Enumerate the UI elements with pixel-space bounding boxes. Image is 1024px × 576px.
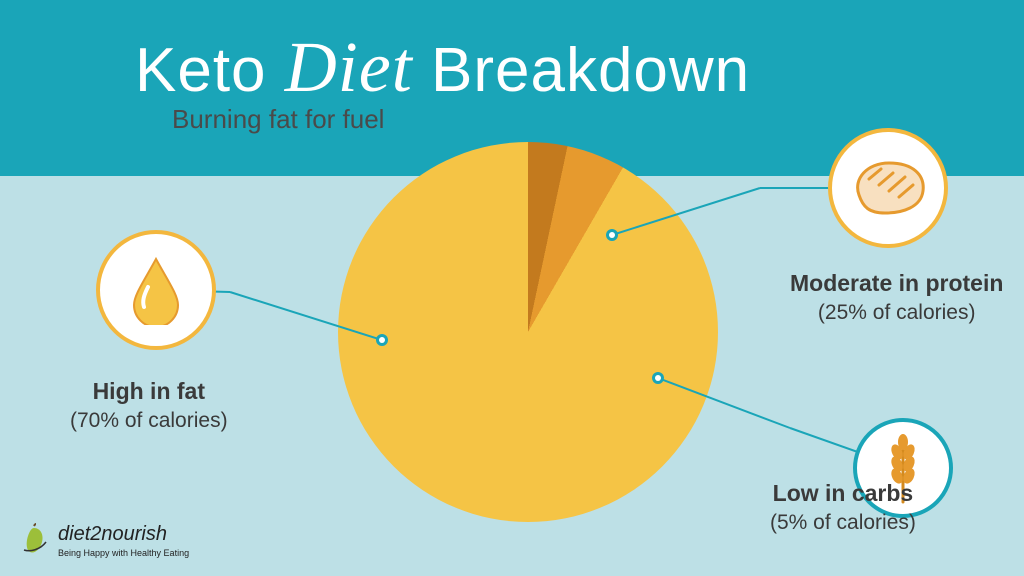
title-word-1: Keto [135,36,267,105]
logo-tagline: Being Happy with Healthy Eating [58,548,189,558]
logo-name: diet2nourish [58,523,189,546]
title-word-3: Breakdown [431,36,750,105]
infographic-canvas: Keto Diet Breakdown Burning fat for fuel… [0,0,1024,576]
carbs-label-sub: (5% of calories) [770,511,916,535]
steak-icon [845,155,931,221]
subtitle: Burning fat for fuel [172,104,384,135]
carbs-label-title: Low in carbs [770,480,916,507]
main-title: Keto Diet Breakdown [135,26,750,109]
fat-icon-circle [96,230,216,350]
protein-icon-circle [828,128,948,248]
pie-disc [338,142,718,522]
logo-text-wrap: diet2nourish Being Happy with Healthy Ea… [58,523,189,558]
oil-drop-icon [128,255,184,325]
protein-label: Moderate in protein (25% of calories) [790,270,1003,325]
logo-icon [16,522,52,558]
brand-logo: diet2nourish Being Happy with Healthy Ea… [16,522,189,558]
pie-chart [338,142,718,522]
fat-label-title: High in fat [70,378,228,405]
carbs-label: Low in carbs (5% of calories) [770,480,916,535]
protein-label-sub: (25% of calories) [790,301,1003,325]
title-word-2: Diet [285,27,413,107]
protein-label-title: Moderate in protein [790,270,1003,297]
fat-label-sub: (70% of calories) [70,409,228,433]
fat-label: High in fat (70% of calories) [70,378,228,433]
